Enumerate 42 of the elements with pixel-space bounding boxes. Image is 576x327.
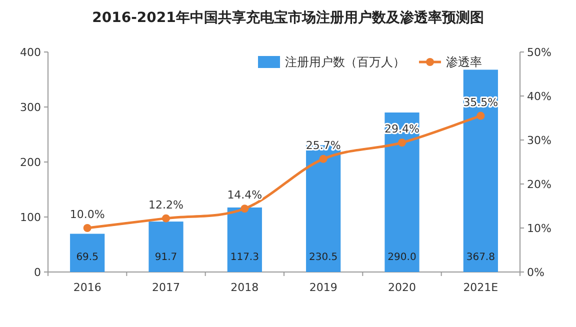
data-label: 290.0: [388, 252, 416, 263]
y-tick-label: 100: [20, 211, 41, 224]
data-label: 367.8: [466, 252, 495, 263]
point: [240, 204, 249, 213]
bar: [70, 234, 105, 272]
data-label: 29.4%: [384, 122, 420, 136]
data-label: 10.0%: [70, 208, 105, 221]
data-label: 12.2%: [148, 198, 184, 212]
bar: [463, 70, 498, 272]
data-label: 230.5: [309, 252, 338, 263]
data-label: 91.7: [154, 252, 178, 263]
data-label: 69.5: [76, 252, 98, 263]
y-tick-label: 300: [20, 101, 41, 114]
chart-title: 2016-2021年中国共享充电宝市场注册用户数及渗透率预测图: [92, 9, 484, 26]
x-tick-label: 2018: [230, 281, 259, 294]
y-tick-label: 200: [20, 156, 41, 169]
point: [476, 112, 485, 120]
x-tick-label: 2021E: [463, 281, 498, 294]
data-label: 35.5%: [463, 96, 498, 109]
y2-tick-label: 0%: [527, 266, 544, 279]
data-label: 14.4%: [227, 188, 262, 202]
legend-label: 注册用户数（百万人）: [285, 55, 405, 69]
point: [398, 138, 406, 147]
bar: [227, 207, 262, 272]
y2-tick-label: 50%: [527, 46, 552, 59]
bar: [148, 222, 184, 272]
y2-tick-label: 10%: [527, 222, 552, 235]
x-tick-label: 2017: [152, 281, 180, 294]
y2-tick-label: 20%: [527, 178, 552, 191]
point: [83, 224, 92, 232]
data-label: 117.3: [230, 252, 259, 263]
legend-label: 渗透率: [446, 55, 482, 69]
point: [162, 214, 170, 222]
x-tick-label: 2019: [309, 281, 338, 294]
y-tick-label: 0: [34, 266, 41, 279]
bar: [384, 112, 420, 272]
y2-tick-label: 30%: [527, 134, 552, 147]
y2-tick-label: 40%: [527, 90, 552, 103]
point: [319, 154, 328, 163]
x-tick-label: 2016: [73, 281, 102, 294]
y-tick-label: 400: [20, 46, 41, 59]
x-tick-label: 2020: [388, 281, 416, 294]
